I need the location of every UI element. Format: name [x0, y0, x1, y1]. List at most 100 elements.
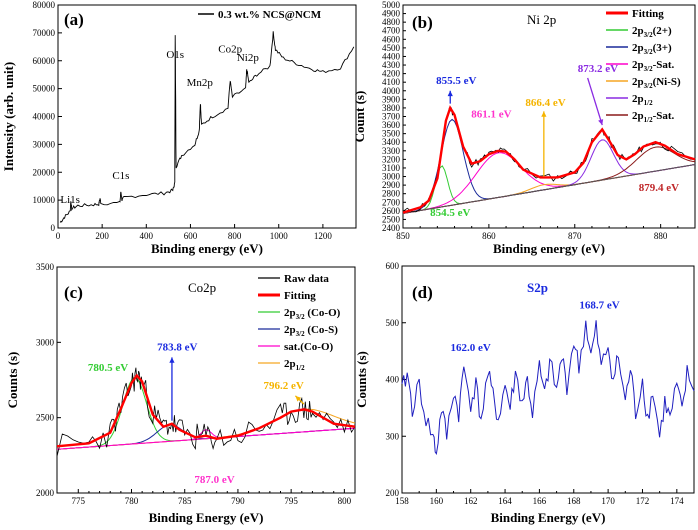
panel-d-xtick-label: 160	[430, 496, 444, 506]
panel-c-xtick-label: 780	[125, 496, 139, 506]
panel-c-ytick-label: 2000	[36, 488, 55, 498]
panel-b-legend-text: 2p3/2-Sat.	[632, 59, 675, 73]
panel-b-peak-label: 854.5 eV	[430, 207, 470, 219]
panel-a-series-line	[59, 31, 355, 223]
panel-a-legend-text: 0.3 wt.% NCS@NCM	[218, 9, 322, 21]
panel-b-legend-text: 2p1/2	[632, 93, 653, 107]
panel-a-xtick-label: 600	[184, 231, 198, 241]
panel-b-ytick-label: 2700	[382, 197, 401, 207]
panel-b-legend-text: 2p3/2(2+)	[632, 25, 672, 39]
panel-b-ytick-label: 4500	[382, 43, 401, 53]
panel-a-label: (a)	[64, 10, 84, 29]
panel-a-xtick-label: 1200	[314, 231, 333, 241]
panel-a-ytick-label: 80000	[33, 0, 56, 10]
panel-a-xtick-label: 800	[228, 231, 242, 241]
panel-b-ytick-label: 4200	[382, 69, 401, 79]
panel-a-peak-label: Ni2p	[237, 52, 260, 64]
panel-b-title: Ni 2p	[527, 12, 556, 27]
panel-a-peak-label: C1s	[112, 170, 129, 182]
panel-c-peak-label: 780.5 eV	[88, 362, 128, 374]
panel-a-ytick-label: 10000	[33, 195, 56, 205]
panel-c-ytick-label: 3500	[36, 262, 55, 272]
panel-b-ytick-label: 4800	[382, 17, 401, 27]
panel-b-ytick-label: 3400	[382, 137, 401, 147]
panel-b-arrow-873-head	[598, 119, 604, 126]
panel-c-fitting-line	[56, 373, 356, 448]
panel-c-raw-line	[56, 367, 356, 457]
panel-d-xtick-label: 168	[567, 496, 581, 506]
panel-b-peak-label: 866.4 eV	[525, 97, 565, 109]
panel-d-xtick-label: 162	[464, 496, 478, 506]
panel-b-ytick-label: 4400	[382, 51, 401, 61]
panel-a-peak-label: O1s	[166, 49, 184, 61]
panel-c-arrow-796-head	[295, 395, 302, 402]
panel-d-peak-label: 162.0 eV	[451, 342, 491, 354]
panel-b-label: (b)	[412, 13, 433, 32]
panel-b-ytick-label: 3600	[382, 120, 401, 130]
panel-b-peak-label: 879.4 eV	[639, 182, 679, 194]
panel-c-xtick-label: 795	[284, 496, 298, 506]
panel-b-legend-text: 2p1/2-Sat.	[632, 110, 675, 124]
panel-b-legend-text: 2p3/2(Ni-S)	[632, 76, 681, 90]
panel-b-ytick-label: 2400	[382, 223, 401, 233]
panel-a-xtick-label: 0	[56, 231, 61, 241]
panel-d-ylabel: Counts (s)	[354, 351, 369, 408]
panel-c-xtick-label: 785	[178, 496, 192, 506]
panel-b-arrow-866-head	[541, 111, 547, 117]
panel-c-comp-2p12	[56, 408, 356, 450]
panel-a-peak-label: Mn2p	[187, 77, 214, 89]
panel-d-xtick-label: 164	[498, 496, 512, 506]
panel-d-xtick-label: 174	[670, 496, 684, 506]
panel-b-ytick-label: 3100	[382, 163, 401, 173]
panel-b-arrow-855-head	[447, 90, 453, 97]
panel-b-ytick-label: 4000	[382, 86, 401, 96]
panel-c-xtick-label: 800	[338, 496, 352, 506]
panel-c-ytick-label: 2500	[36, 413, 55, 423]
panel-a-xlabel: Binding energy (eV)	[151, 241, 263, 256]
panel-a-ytick-label: 20000	[33, 167, 56, 177]
panel-d-ytick-label: 200	[386, 488, 400, 498]
panel-b-peak-label: 861.1 eV	[471, 108, 511, 120]
panel-b-ytick-label: 3200	[382, 154, 401, 164]
panel-c-xlabel: Binding Energy (eV)	[149, 510, 264, 525]
panel-a-ytick-label: 30000	[33, 139, 56, 149]
panel-d-peak-label: 168.7 eV	[579, 300, 619, 312]
panel-d-xtick-label: 158	[395, 496, 409, 506]
panel-b-ytick-label: 4700	[382, 26, 401, 36]
panel-d-label: (d)	[412, 283, 433, 302]
panel-b-xtick-label: 870	[568, 231, 582, 241]
panel-b-xtick-label: 860	[482, 231, 496, 241]
panel-c-legend-text: sat.(Co-O)	[284, 341, 334, 353]
panel-a-ytick-label: 70000	[33, 28, 56, 38]
panel-b-peak-label: 873.2 eV	[578, 63, 618, 75]
panel-b-ytick-label: 2900	[382, 180, 401, 190]
panel-a-ytick-label: 50000	[33, 84, 56, 94]
panel-a-peak-label: Li1s	[60, 194, 80, 206]
panel-c-ytick-label: 3000	[36, 337, 55, 347]
panel-c-xtick-label: 790	[231, 496, 245, 506]
panel-c-peak-label: 796.2 eV	[264, 380, 304, 392]
panel-b-ytick-label: 2800	[382, 189, 401, 199]
panel-b-ytick-label: 3900	[382, 94, 401, 104]
panel-d-series-line	[401, 320, 695, 455]
panel-b-ytick-label: 4300	[382, 60, 401, 70]
panel-a-xtick-label: 1000	[270, 231, 289, 241]
panel-c-legend-text: Fitting	[284, 290, 316, 302]
panel-c-peak-label: 783.8 eV	[157, 342, 197, 354]
panel-c-arrow-783-head	[169, 357, 175, 363]
panel-b-xtick-label: 880	[654, 231, 668, 241]
panel-b-ytick-label: 4900	[382, 9, 401, 19]
panel-c-title: Co2p	[188, 280, 216, 295]
panel-c-legend-text: 2p1/2	[284, 358, 305, 372]
panel-a-ylabel: Intensity (arb. unit)	[1, 62, 16, 171]
panel-b-ytick-label: 4600	[382, 34, 401, 44]
panel-c-legend-text: 2p3/2 (Co-S)	[284, 324, 338, 338]
panel-c-legend-text: Raw data	[284, 273, 329, 285]
panel-a-ytick-label: 60000	[33, 56, 56, 66]
panel-d-xtick-label: 166	[533, 496, 547, 506]
panel-d-title: S2p	[527, 280, 548, 295]
panel-d-ytick-label: 600	[386, 261, 400, 271]
panel-a-frame	[57, 4, 357, 229]
panel-b-ytick-label: 3700	[382, 112, 401, 122]
